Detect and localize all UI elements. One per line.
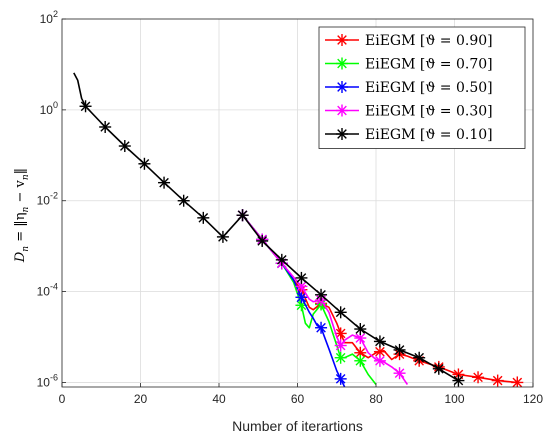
legend-item: EiEGM [ϑ = 0.70]: [325, 57, 493, 73]
legend-label: EiEGM [ϑ = 0.10]: [365, 127, 493, 143]
legend: EiEGM [ϑ = 0.90] EiEGM [ϑ = 0.70] EiEGM [ϑ…: [318, 26, 526, 149]
data-point: [334, 339, 347, 352]
legend-item: EiEGM [ϑ = 0.50]: [325, 80, 493, 96]
data-point: [275, 253, 288, 266]
data-point: [334, 327, 347, 340]
data-point: [413, 351, 426, 364]
x-tick-label: 80: [369, 392, 383, 406]
data-point: [393, 343, 406, 356]
y-tick-label: 10-2: [37, 191, 58, 208]
y-axis-label: Dn = ‖ηn − vn‖: [13, 168, 31, 263]
legend-item: EiEGM [ϑ = 0.30]: [325, 104, 493, 120]
legend-label: EiEGM [ϑ = 0.50]: [365, 80, 493, 96]
data-point: [118, 140, 131, 153]
data-point: [334, 372, 347, 385]
data-point: [336, 81, 348, 93]
data-point: [511, 376, 524, 387]
x-tick-label: 60: [291, 392, 305, 406]
x-tick-label: 100: [444, 392, 464, 406]
x-tick-label: 0: [59, 392, 66, 406]
x-tick-label: 20: [134, 392, 148, 406]
data-point: [295, 291, 308, 304]
y-tick-label: 102: [40, 9, 58, 26]
legend-item: EiEGM [ϑ = 0.10]: [325, 127, 493, 143]
series-4: [73, 72, 465, 387]
data-point: [393, 367, 406, 380]
data-point: [197, 211, 210, 224]
y-tick-label: 10-6: [37, 372, 58, 389]
data-point: [373, 354, 386, 367]
data-point: [373, 335, 386, 348]
data-point: [472, 371, 485, 384]
data-point: [336, 104, 348, 117]
y-axis-label-text: Dn = ‖ηn − vn‖: [13, 168, 31, 263]
data-point: [177, 194, 190, 207]
data-point: [354, 323, 367, 336]
data-point: [138, 157, 151, 170]
data-point: [491, 374, 504, 387]
x-tick-label: 40: [212, 392, 226, 406]
data-point: [432, 362, 445, 375]
data-point: [336, 128, 348, 140]
data-point: [256, 234, 269, 247]
y-axis: 102 100 10-2 10-4 10-6: [37, 9, 66, 389]
data-point: [158, 176, 171, 189]
data-point: [336, 57, 348, 70]
data-point: [99, 120, 112, 133]
series-layer: [73, 72, 524, 387]
data-point: [354, 354, 367, 367]
data-point: [334, 351, 347, 364]
x-axis: 0 20 40 60 80 100 120: [59, 383, 543, 406]
data-point: [336, 34, 348, 46]
data-point: [315, 321, 328, 334]
data-point: [315, 288, 328, 301]
legend-label: EiEGM [ϑ = 0.70]: [365, 57, 493, 73]
data-point: [216, 230, 229, 243]
legend-label: EiEGM [ϑ = 0.90]: [365, 33, 493, 49]
y-tick-label: 100: [40, 100, 58, 117]
legend-label: EiEGM [ϑ = 0.30]: [365, 104, 493, 120]
data-point: [79, 100, 92, 113]
legend-item: EiEGM [ϑ = 0.90]: [325, 33, 493, 49]
data-point: [236, 209, 249, 222]
x-tick-label: 120: [523, 392, 543, 406]
data-point: [334, 306, 347, 319]
y-tick-label: 10-4: [37, 282, 58, 299]
x-axis-label: Number of iterartions: [232, 418, 363, 434]
data-point: [452, 374, 465, 387]
data-point: [295, 271, 308, 284]
